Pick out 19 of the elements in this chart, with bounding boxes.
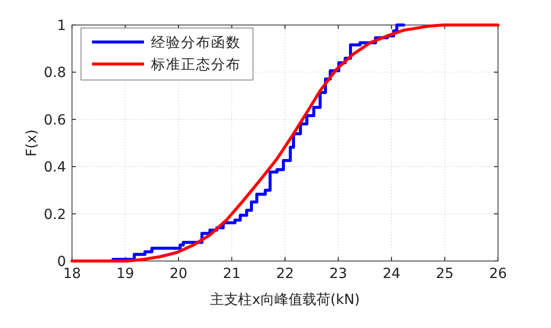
y-tick-label: 0.6 xyxy=(44,112,66,128)
y-tick-label: 0.4 xyxy=(44,160,66,176)
y-tick-label: 0 xyxy=(57,254,66,270)
x-tick-label: 26 xyxy=(489,266,507,282)
x-tick-label: 18 xyxy=(63,266,81,282)
x-tick-label: 21 xyxy=(222,266,241,282)
x-tick-label: 25 xyxy=(436,266,454,282)
x-tick-label: 23 xyxy=(329,266,348,282)
x-axis-title: 主支柱x向峰值载荷(kN) xyxy=(210,292,360,308)
y-axis-title: F(x) xyxy=(24,129,40,157)
y-tick-label: 0.8 xyxy=(44,65,66,82)
x-tick-label: 24 xyxy=(382,266,400,282)
x-tick-label: 22 xyxy=(276,266,294,282)
x-tick-label: 20 xyxy=(170,266,188,282)
y-tick-label: 1 xyxy=(57,18,66,34)
x-tick-label: 19 xyxy=(116,266,134,282)
legend-label: 标准正态分布 xyxy=(150,57,241,73)
legend-label: 经验分布函数 xyxy=(151,35,241,51)
y-tick-label: 0.2 xyxy=(44,206,66,223)
